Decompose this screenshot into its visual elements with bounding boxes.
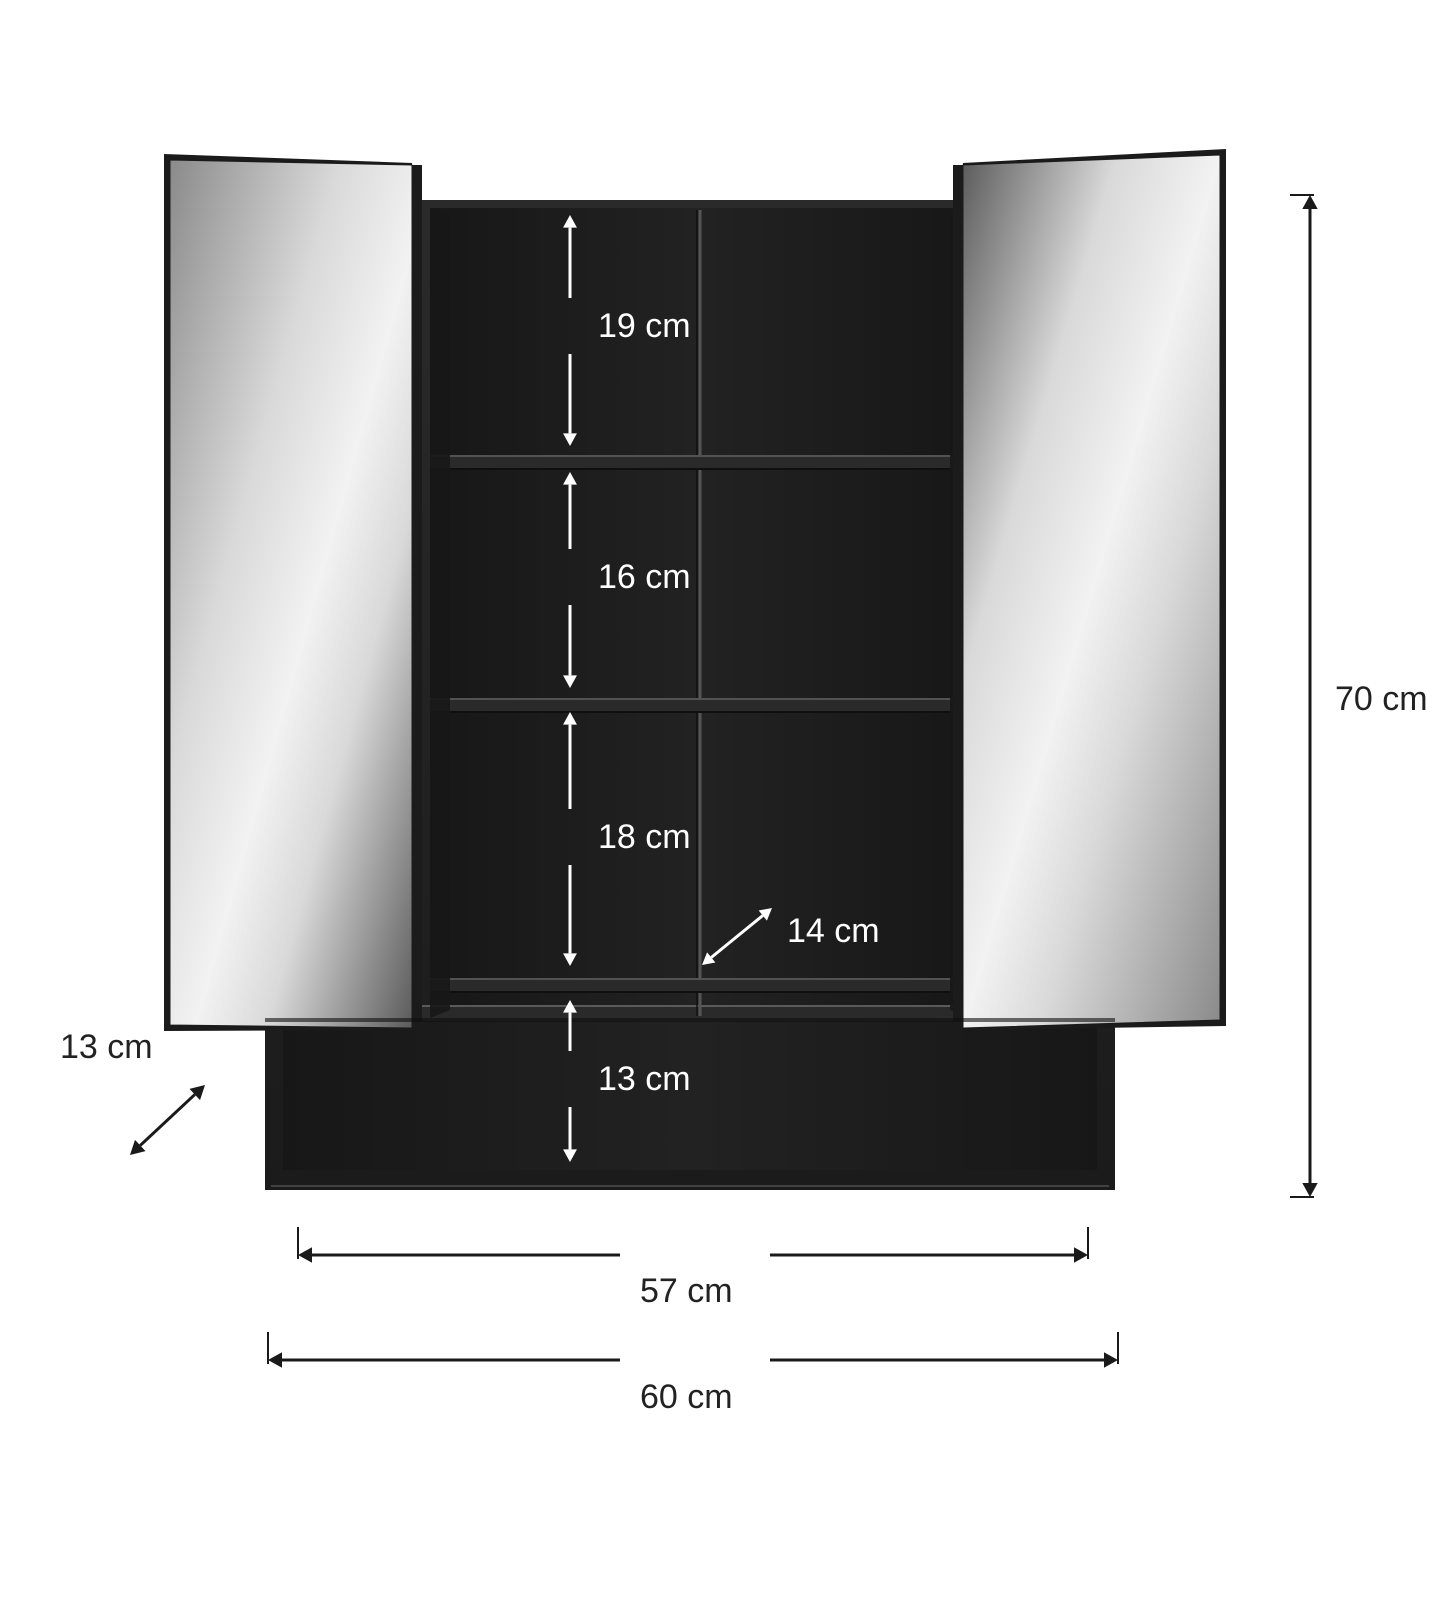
label-overall-width: 60 cm	[640, 1378, 733, 1417]
label-shelf2: 16 cm	[598, 558, 691, 597]
label-overall-height: 70 cm	[1335, 680, 1428, 719]
diagram-stage: 70 cm 60 cm 57 cm 13 cm 14 cm 19 cm 16 c…	[0, 0, 1441, 1601]
label-shelf1: 19 cm	[598, 307, 691, 346]
label-depth-inner: 14 cm	[787, 912, 880, 951]
diagram-svg	[0, 0, 1441, 1601]
label-shelf4: 13 cm	[598, 1060, 691, 1099]
label-shelf3: 18 cm	[598, 818, 691, 857]
label-inner-width: 57 cm	[640, 1272, 733, 1311]
label-depth-main: 13 cm	[60, 1028, 153, 1067]
